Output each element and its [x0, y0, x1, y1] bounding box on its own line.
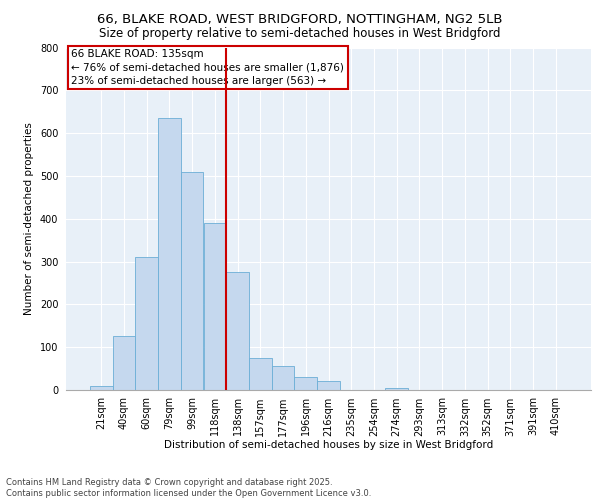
Bar	[226, 272, 249, 390]
Text: Size of property relative to semi-detached houses in West Bridgford: Size of property relative to semi-detach…	[99, 28, 501, 40]
Bar	[203, 223, 226, 390]
Bar	[181, 172, 203, 390]
Y-axis label: Number of semi-detached properties: Number of semi-detached properties	[25, 122, 34, 315]
Bar	[158, 118, 181, 390]
Bar	[113, 336, 136, 390]
Bar	[272, 366, 295, 390]
Bar	[136, 258, 158, 390]
Text: Contains HM Land Registry data © Crown copyright and database right 2025.
Contai: Contains HM Land Registry data © Crown c…	[6, 478, 371, 498]
Text: 66, BLAKE ROAD, WEST BRIDGFORD, NOTTINGHAM, NG2 5LB: 66, BLAKE ROAD, WEST BRIDGFORD, NOTTINGH…	[97, 12, 503, 26]
Text: 66 BLAKE ROAD: 135sqm
← 76% of semi-detached houses are smaller (1,876)
23% of s: 66 BLAKE ROAD: 135sqm ← 76% of semi-deta…	[71, 49, 344, 86]
Bar	[295, 377, 317, 390]
X-axis label: Distribution of semi-detached houses by size in West Bridgford: Distribution of semi-detached houses by …	[164, 440, 493, 450]
Bar	[249, 358, 272, 390]
Bar	[317, 382, 340, 390]
Bar	[90, 386, 113, 390]
Bar	[385, 388, 408, 390]
